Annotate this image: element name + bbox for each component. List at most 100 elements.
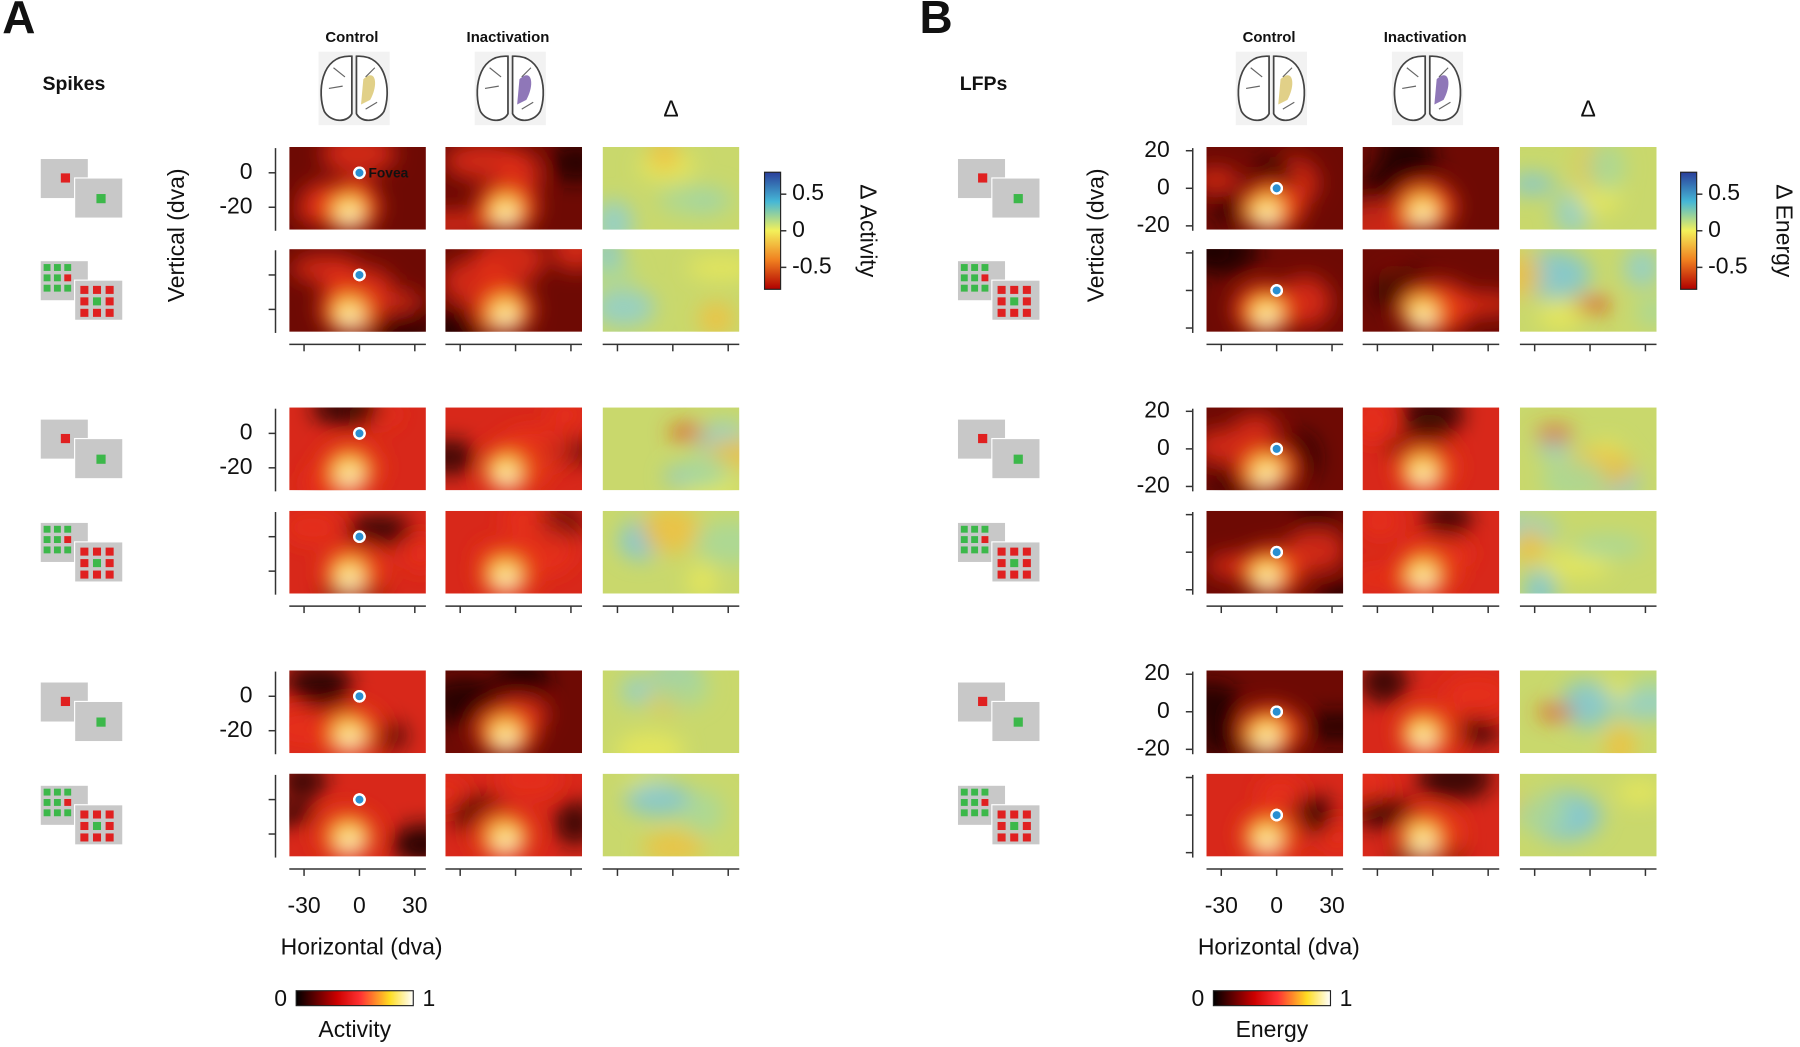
blob <box>1574 296 1612 313</box>
colorbar-tick-label: -0.5 <box>792 252 832 278</box>
stim-grid <box>105 559 114 568</box>
stim-grid <box>1010 821 1019 831</box>
heatmap <box>602 146 740 230</box>
blob <box>1623 249 1657 289</box>
y-tick-label: 0 <box>1157 697 1170 723</box>
blob <box>1259 731 1276 750</box>
stim-grid <box>53 536 61 544</box>
heatmap <box>1362 670 1500 754</box>
stim-grid <box>997 833 1006 842</box>
heatmap <box>445 670 583 754</box>
blob <box>289 802 318 826</box>
stim-screen <box>74 177 124 219</box>
blob <box>1259 834 1276 854</box>
heatmap-texture <box>615 670 710 754</box>
blob <box>291 255 360 283</box>
blob <box>1423 510 1472 540</box>
stim-grid <box>997 810 1006 819</box>
stim-grid <box>960 536 968 544</box>
x-axis-label: Horizontal (dva) <box>281 933 443 959</box>
stim-green <box>1013 717 1023 727</box>
stim-grid <box>997 570 1006 579</box>
stim-green <box>96 717 106 727</box>
stim-grid <box>53 284 61 292</box>
heatmap-texture <box>1362 773 1493 857</box>
stim-grid <box>971 546 979 554</box>
y-tick-label: -20 <box>1137 734 1170 760</box>
stim-grid <box>64 809 72 817</box>
y-tick-label: -20 <box>1137 211 1170 237</box>
heatmap-texture <box>445 407 583 491</box>
blob <box>1636 675 1657 695</box>
blob <box>1300 711 1344 741</box>
stim-grid <box>92 308 102 317</box>
blob <box>624 782 694 817</box>
stim-grid <box>971 809 979 817</box>
heatmap <box>602 249 740 332</box>
stim-grid <box>1010 285 1019 294</box>
heatmap <box>1362 146 1500 230</box>
colorbar <box>1212 990 1332 1007</box>
stim-grid <box>64 546 72 554</box>
stim-grid <box>64 264 72 271</box>
signal-label: LFPs <box>960 73 1008 95</box>
y-tick-label: 20 <box>1144 396 1170 422</box>
stim-grid <box>981 536 989 544</box>
brain-outline <box>320 55 353 122</box>
brain-outline <box>476 55 509 122</box>
blob <box>621 675 652 706</box>
blob <box>1259 310 1276 329</box>
stim-grid <box>64 536 72 544</box>
stim-grid <box>1022 559 1031 568</box>
stim-grid <box>80 308 89 317</box>
blob <box>1415 571 1432 591</box>
heatmap-texture <box>295 146 396 230</box>
fovea-dot <box>353 268 366 282</box>
heatmap <box>445 407 583 491</box>
stim-grid <box>105 810 114 819</box>
panel-letter: A <box>2 0 35 43</box>
heatmap <box>1206 146 1344 230</box>
stim-grid <box>960 799 968 806</box>
heatmap <box>1206 407 1344 491</box>
blob <box>549 146 583 183</box>
blob <box>1537 704 1575 721</box>
stim-grid <box>981 809 989 817</box>
heatmap-texture <box>475 510 583 594</box>
stim-grid <box>981 525 989 533</box>
blob <box>1536 426 1574 443</box>
heatmap-texture <box>602 146 734 230</box>
stim-grid <box>105 821 114 831</box>
heatmap <box>1206 249 1344 332</box>
y-tick-label: 0 <box>1157 173 1170 199</box>
stim-grid <box>971 536 979 544</box>
heatmap-texture <box>1362 146 1457 230</box>
stim-grid <box>43 546 51 554</box>
heatmap-texture <box>1362 670 1500 754</box>
brain-sulcus <box>1402 67 1451 110</box>
brain-outline <box>1237 55 1270 122</box>
stim-grid <box>971 264 979 271</box>
stim-grid <box>43 525 51 533</box>
blob <box>311 407 381 427</box>
stim-green <box>96 194 106 204</box>
colorbar-tick-label: 0 <box>1191 985 1204 1011</box>
heatmap <box>1362 510 1500 594</box>
stim-grid <box>92 285 102 294</box>
stim-grid <box>43 809 51 817</box>
blob <box>602 287 656 328</box>
heatmap-texture <box>1362 510 1474 594</box>
heatmap-texture <box>1537 675 1657 754</box>
stim-grid <box>981 284 989 292</box>
stim-grid <box>105 308 114 317</box>
stim-grid <box>971 525 979 533</box>
heatmap-texture <box>289 773 426 857</box>
stim-grid <box>92 559 102 568</box>
blob <box>498 834 515 854</box>
colorbar-label: Activity <box>318 1016 391 1042</box>
heatmap <box>1362 249 1500 332</box>
heatmap-texture <box>445 670 550 754</box>
blob <box>1415 731 1432 750</box>
heatmap <box>1206 670 1344 754</box>
